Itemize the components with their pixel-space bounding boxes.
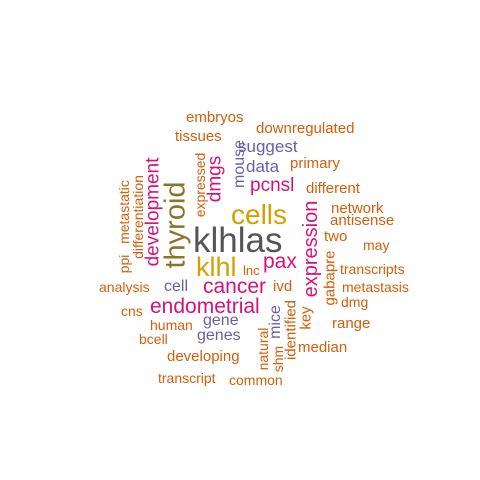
word-bcell: bcell: [139, 331, 168, 347]
word-gabapre: gabapre: [321, 250, 339, 306]
word-suggest: suggest: [238, 137, 298, 156]
word-ppi: ppi: [116, 254, 132, 274]
word-development: development: [142, 157, 164, 267]
word-mouse: mouse: [231, 139, 248, 189]
word-primary: primary: [290, 155, 341, 172]
word-expression: expression: [300, 200, 322, 298]
word-klhlas: klhlas: [193, 221, 283, 260]
word-key: key: [297, 306, 315, 330]
word-may: may: [363, 237, 390, 253]
word-lnc: lnc: [243, 263, 260, 278]
word-different: different: [306, 180, 360, 197]
word-analysis: analysis: [99, 279, 150, 295]
word-genes: genes: [197, 327, 241, 344]
word-pcnsl: pcnsl: [250, 175, 295, 196]
word-tissues: tissues: [175, 128, 222, 145]
word-klhl: klhl: [196, 252, 237, 282]
word-median: median: [298, 339, 348, 356]
word-ivd: ivd: [273, 278, 293, 295]
word-pax: pax: [263, 250, 297, 273]
word-thyroid: thyroid: [159, 181, 192, 269]
word-dmgs: dmgs: [204, 155, 226, 203]
word-cells: cells: [231, 199, 288, 230]
word-human: human: [150, 317, 193, 333]
word-shm: shm: [270, 345, 286, 373]
word-transcript: transcript: [158, 370, 216, 386]
word-transcripts: transcripts: [340, 261, 405, 277]
word-data: data: [246, 157, 280, 176]
word-network: network: [331, 200, 384, 217]
word-endometrial: endometrial: [150, 295, 260, 318]
word-two: two: [324, 228, 348, 245]
word-cns: cns: [121, 303, 143, 319]
word-cell: cell: [164, 278, 189, 295]
word-antisense: antisense: [330, 212, 395, 229]
word-embryos: embryos: [186, 109, 244, 126]
word-expressed: expressed: [192, 152, 208, 218]
word-dmg: dmg: [341, 294, 369, 310]
word-metastasis: metastasis: [342, 279, 409, 295]
word-gene: gene: [203, 312, 239, 329]
word-differentiation: differentiation: [130, 175, 146, 259]
word-cancer: cancer: [203, 275, 267, 298]
word-developing: developing: [167, 348, 240, 365]
word-downregulated: downregulated: [256, 120, 355, 137]
word-range: range: [332, 315, 371, 332]
word-natural: natural: [255, 327, 271, 371]
word-common: common: [229, 372, 283, 388]
word-metastatic: metastatic: [116, 180, 132, 244]
